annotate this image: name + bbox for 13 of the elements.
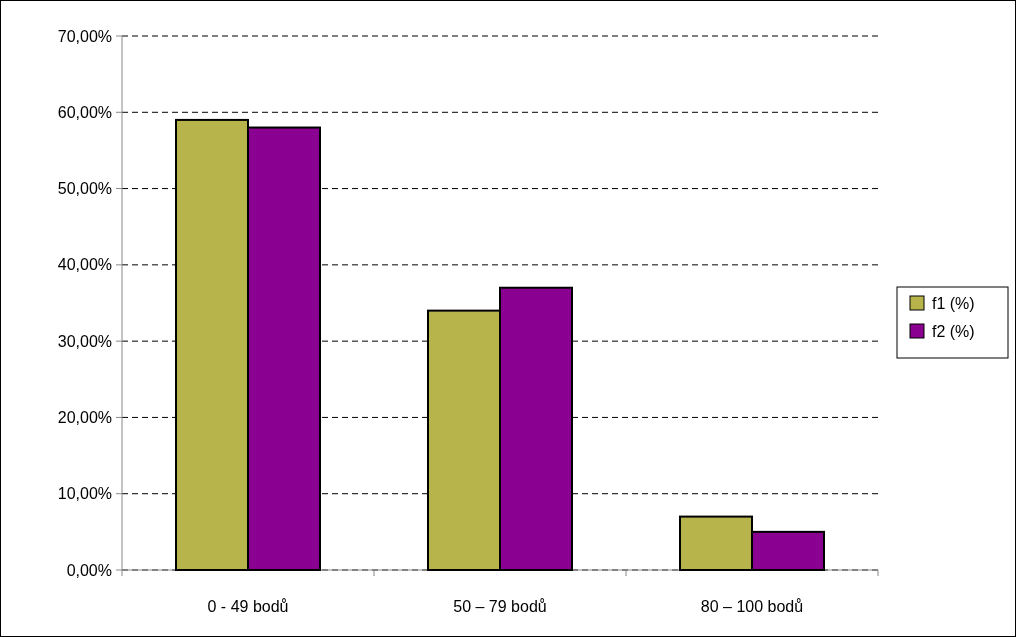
y-tick-label: 50,00% [57,180,112,198]
x-tick-label: 50 – 79 bodů [453,598,547,615]
legend-label: f1 (%) [932,294,975,312]
y-tick-label: 20,00% [57,409,112,427]
y-tick-label: 0,00% [66,561,112,579]
x-tick-label: 0 - 49 bodů [207,598,289,615]
y-tick-label: 10,00% [57,485,112,503]
x-tick-label: 80 – 100 bodů [700,598,804,615]
y-tick-label: 40,00% [57,256,112,274]
y-tick-label: 60,00% [57,103,112,121]
legend-label: f2 (%) [932,322,975,340]
y-tick-label: 30,00% [57,332,112,350]
y-tick-label: 70,00% [57,27,112,45]
